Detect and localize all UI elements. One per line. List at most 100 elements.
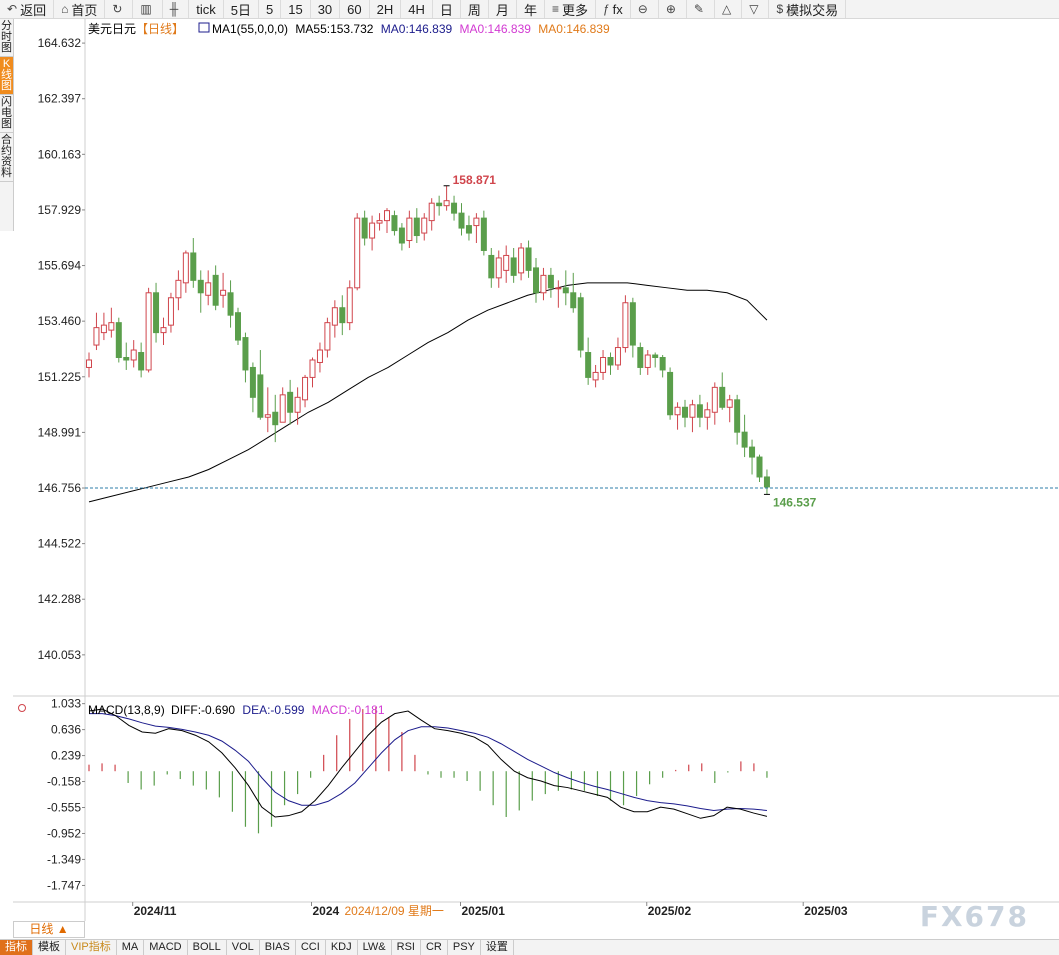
price-tick-label: 155.694 <box>38 259 82 273</box>
indicator-tab[interactable]: VIP指标 <box>66 940 117 955</box>
chart-background <box>85 19 1059 921</box>
toolbar-button[interactable]: 月 <box>489 0 517 18</box>
diff-line <box>88 708 768 819</box>
candle-body <box>428 202 435 222</box>
candle-body <box>316 349 323 363</box>
legend-ma0-b: MA0:146.839 <box>460 22 532 36</box>
indicator-tab[interactable]: BOLL <box>188 940 227 955</box>
date-tick-label: 2024 <box>313 904 340 918</box>
dea-line <box>89 713 767 811</box>
toolbar-label: 60 <box>347 1 362 17</box>
indicator-tab[interactable]: 指标 <box>0 940 33 955</box>
indicator-tab[interactable]: BIAS <box>260 940 296 955</box>
candle-body <box>592 371 599 381</box>
toolbar-button[interactable]: △ <box>715 0 743 18</box>
candle-body <box>510 257 517 276</box>
candle-body <box>242 337 249 371</box>
candle-body <box>115 322 122 359</box>
toolbar-button[interactable]: 4H <box>401 0 433 18</box>
candlestick-icon: ╫ <box>169 2 179 16</box>
indicator-tab[interactable]: MACD <box>144 940 188 955</box>
candle-body <box>257 374 264 418</box>
candle-body <box>167 297 174 326</box>
indicator-tab[interactable]: PSY <box>448 940 481 955</box>
candle-body <box>376 220 383 224</box>
toolbar-label: 周 <box>467 2 481 18</box>
settings-icon[interactable] <box>18 704 26 712</box>
price-tick-label: 146.756 <box>38 481 82 495</box>
candle-body <box>682 406 688 418</box>
toolbar-button[interactable]: 日 <box>433 0 461 18</box>
toolbar-button[interactable]: ⌂ 首页 <box>54 0 106 18</box>
toolbar-button[interactable]: 5日 <box>224 0 259 18</box>
menu-icon: ≡ <box>551 2 559 16</box>
price-tick-label: 157.929 <box>38 203 82 217</box>
toolbar-button[interactable]: ƒ fx <box>596 0 631 18</box>
refresh-icon: ↻ <box>112 2 123 16</box>
toolbar-button[interactable]: ↻ <box>105 0 134 18</box>
candle-body <box>600 357 607 373</box>
candle-body <box>689 404 696 418</box>
toolbar-button[interactable]: ↶ 返回 <box>0 0 55 18</box>
toolbar-button[interactable]: 年 <box>517 0 545 18</box>
price-chart[interactable]: 164.632 162.397 160.163 157.929 155.694 153.4… <box>0 19 1059 939</box>
candle-body <box>346 287 353 324</box>
toolbar-button[interactable]: $ 模拟交易 <box>769 0 847 18</box>
candle-body <box>406 217 413 242</box>
candle-body <box>227 292 234 316</box>
legend-symbol: 美元日元 <box>88 22 136 36</box>
period-tab[interactable]: 日线 ▲ <box>13 921 85 938</box>
legend-ma0-c: MA0:146.839 <box>538 22 610 36</box>
ma-legend: MA1(55,0,0,0) MA55:153.732 MA0:146.839 M… <box>212 22 610 36</box>
date-axis: 2024/11 2024 2024/12/09 星期一 2025/01 2025/02 2… <box>132 902 848 918</box>
toolbar-button[interactable]: 15 <box>281 0 311 18</box>
toolbar-button[interactable]: ▽ <box>742 0 770 18</box>
legend-ma55: MA55:153.732 <box>295 22 373 36</box>
candle-body <box>235 312 241 341</box>
macd-tick-label: -1.349 <box>47 852 81 866</box>
toolbar-button[interactable]: 60 <box>340 0 370 18</box>
ma-toggle-icon[interactable] <box>198 22 210 33</box>
candle-body <box>384 210 390 222</box>
left-view-tabs: 分时图 K线图 闪电图 合约资料 <box>0 19 14 231</box>
view-tab[interactable]: 合约资料 <box>0 133 13 182</box>
toolbar-button[interactable]: tick <box>189 0 224 18</box>
indicator-tab[interactable]: 设置 <box>481 940 514 955</box>
view-tab[interactable]: 闪电图 <box>0 95 13 133</box>
candle-body <box>719 386 726 408</box>
candle-body <box>93 327 100 346</box>
candle-body <box>272 411 279 426</box>
toolbar-button[interactable]: ✎ <box>687 0 715 18</box>
toolbar-button[interactable]: ≡ 更多 <box>545 0 596 18</box>
toolbar-button[interactable]: ╫ <box>163 0 190 18</box>
toolbar-button[interactable]: ⊖ <box>631 0 659 18</box>
indicator-tab[interactable]: VOL <box>227 940 260 955</box>
indicator-tab[interactable]: RSI <box>392 940 421 955</box>
candle-body <box>614 347 621 366</box>
indicator-tab[interactable]: MA <box>117 940 145 955</box>
indicator-tab[interactable]: KDJ <box>326 940 358 955</box>
indicator-tab[interactable]: CR <box>421 940 448 955</box>
toolbar-button[interactable]: 周 <box>461 0 489 18</box>
candle-body <box>331 307 338 326</box>
candle-body <box>100 324 107 334</box>
toolbar-button[interactable]: 30 <box>311 0 341 18</box>
view-tab[interactable]: K线图 <box>0 57 13 95</box>
indicator-tab[interactable]: CCI <box>296 940 326 955</box>
candle-body <box>629 302 636 346</box>
indicator-tab[interactable]: LW& <box>358 940 392 955</box>
toolbar-button[interactable]: ▥ <box>133 0 163 18</box>
view-tab[interactable]: 分时图 <box>0 19 13 57</box>
candle-body <box>391 215 398 232</box>
toolbar-button[interactable]: ⊕ <box>659 0 687 18</box>
date-tick-label: 2025/03 <box>804 904 848 918</box>
toolbar-button[interactable]: 2H <box>370 0 402 18</box>
candle-body <box>488 254 495 279</box>
indicator-tab[interactable]: 模板 <box>33 940 66 955</box>
candle-body <box>339 307 346 324</box>
candle-body <box>734 399 741 433</box>
toolbar-button[interactable]: 5 <box>259 0 282 18</box>
candle-body <box>294 396 301 413</box>
toolbar-label: tick <box>196 1 216 17</box>
candle-body <box>741 431 748 448</box>
